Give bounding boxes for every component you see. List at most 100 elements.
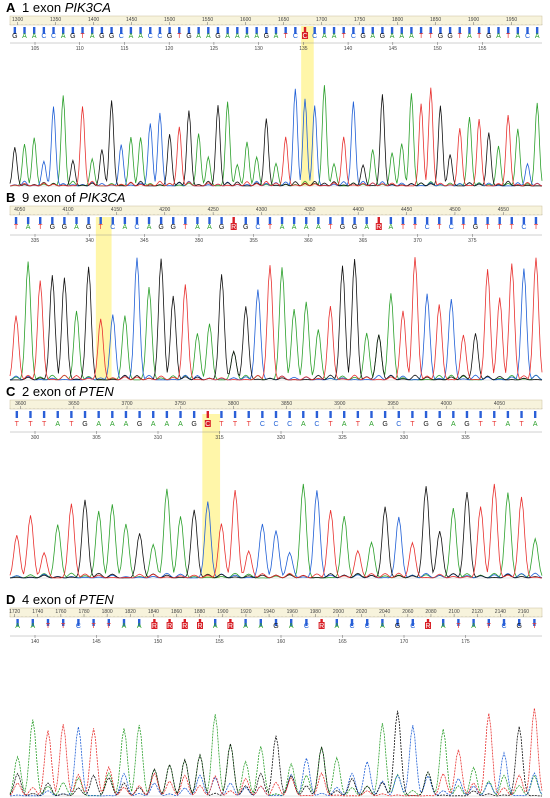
position-tick-label: 335	[461, 435, 470, 441]
panel-a: A 1 exon PIK3CA 1300 1350 1400 1450 1500 1550…	[0, 0, 550, 188]
scan-tick-label: 3900	[334, 401, 345, 407]
quality-bar	[46, 619, 50, 626]
base-call: A	[451, 421, 456, 428]
quality-bar	[208, 217, 211, 224]
gene-name: PTEN	[79, 592, 114, 607]
trace-g	[9, 710, 543, 797]
base-call: G	[99, 33, 104, 40]
scan-tick-label: 4050	[494, 401, 505, 407]
base-call: G	[191, 421, 196, 428]
quality-bar	[100, 27, 104, 34]
position-tick-label: 355	[249, 238, 258, 244]
base-call: G	[158, 224, 163, 231]
quality-bar	[70, 411, 73, 418]
base-call: A	[90, 33, 95, 40]
quality-bar	[261, 411, 264, 418]
mutation-marker	[204, 420, 211, 427]
quality-bar	[425, 217, 429, 224]
scan-tick-label: 1980	[310, 609, 321, 615]
base-call: G	[352, 224, 357, 231]
base-call: G	[219, 224, 224, 231]
quality-bar	[497, 27, 500, 34]
scan-tick-label: 3700	[121, 401, 132, 407]
scan-tick-label: 2140	[495, 609, 506, 615]
scan-tick-label: 1860	[171, 609, 182, 615]
quality-bar	[220, 411, 223, 418]
trace-c	[9, 725, 543, 797]
trace-t	[9, 483, 543, 579]
quality-bar	[139, 27, 142, 34]
quality-bar	[535, 27, 539, 34]
base-call: R	[197, 623, 202, 630]
quality-bar	[220, 217, 223, 224]
variant-highlight	[95, 217, 112, 380]
base-call: C	[255, 224, 260, 231]
base-call: T	[534, 224, 539, 231]
quality-bar	[294, 27, 297, 34]
position-tick-label: 140	[344, 46, 353, 52]
base-call: A	[334, 623, 339, 630]
scan-tick-label: 4500	[449, 207, 460, 213]
quality-bar	[468, 27, 471, 34]
position-tick-label: 350	[195, 238, 204, 244]
scan-tick-label: 1900	[217, 609, 228, 615]
base-call: G	[516, 623, 521, 630]
base-call: G	[186, 33, 191, 40]
quality-bar	[400, 27, 403, 34]
scan-tick-label: 1850	[430, 17, 441, 23]
position-tick-label: 175	[461, 639, 470, 645]
scan-tick-label: 1740	[32, 609, 43, 615]
base-call: A	[15, 623, 20, 630]
scan-tick-label: 1940	[263, 609, 274, 615]
base-call: T	[510, 224, 515, 231]
base-call: T	[80, 33, 85, 40]
base-call: C	[157, 33, 162, 40]
base-call: T	[247, 421, 252, 428]
quality-bar	[438, 411, 441, 418]
panel-title: D 4 exon of PTEN	[6, 592, 114, 608]
scan-tick-label: 4350	[304, 207, 315, 213]
base-call: T	[429, 33, 434, 40]
quality-bar	[124, 411, 128, 418]
base-call: A	[178, 421, 183, 428]
quality-bar	[111, 217, 114, 224]
quality-bar	[303, 27, 307, 34]
quality-bar	[442, 619, 445, 626]
mutation-marker	[425, 622, 431, 629]
chromatogram-c: 3600 3650 3700 3750 3800 3850 3900 3950 4000 4050…	[9, 399, 543, 579]
trace-g	[9, 94, 542, 187]
quality-bar	[39, 217, 42, 224]
scan-tick-label: 3850	[281, 401, 292, 407]
scan-tick-label: 1780	[78, 609, 89, 615]
quality-bar	[516, 27, 520, 34]
base-call: A	[515, 33, 520, 40]
quality-bar	[52, 27, 55, 34]
quality-bar	[87, 217, 90, 224]
scan-tick-label: 2080	[425, 609, 436, 615]
quality-bar	[179, 411, 182, 418]
quality-bar	[138, 619, 141, 626]
base-call: T	[477, 33, 482, 40]
quality-bar	[329, 217, 332, 224]
quality-bar	[332, 27, 336, 34]
quality-bar	[315, 411, 319, 418]
base-call: C	[302, 33, 307, 40]
quality-bar	[353, 217, 356, 224]
panel-letter: A	[6, 0, 16, 15]
quality-bar	[197, 27, 200, 34]
quality-bar	[274, 619, 278, 626]
base-call: T	[328, 421, 333, 428]
quality-bar	[192, 411, 196, 418]
base-call: A	[342, 421, 347, 428]
base-call: A	[322, 33, 327, 40]
quality-bar	[129, 27, 133, 34]
base-call: G	[382, 421, 387, 428]
mutation-marker	[227, 622, 234, 629]
base-call: T	[268, 224, 273, 231]
position-tick-label: 345	[140, 238, 149, 244]
base-call: G	[70, 33, 75, 40]
quality-bar	[259, 619, 262, 626]
quality-bar	[361, 27, 365, 34]
quality-bar	[165, 411, 169, 418]
quality-bar	[302, 411, 305, 418]
